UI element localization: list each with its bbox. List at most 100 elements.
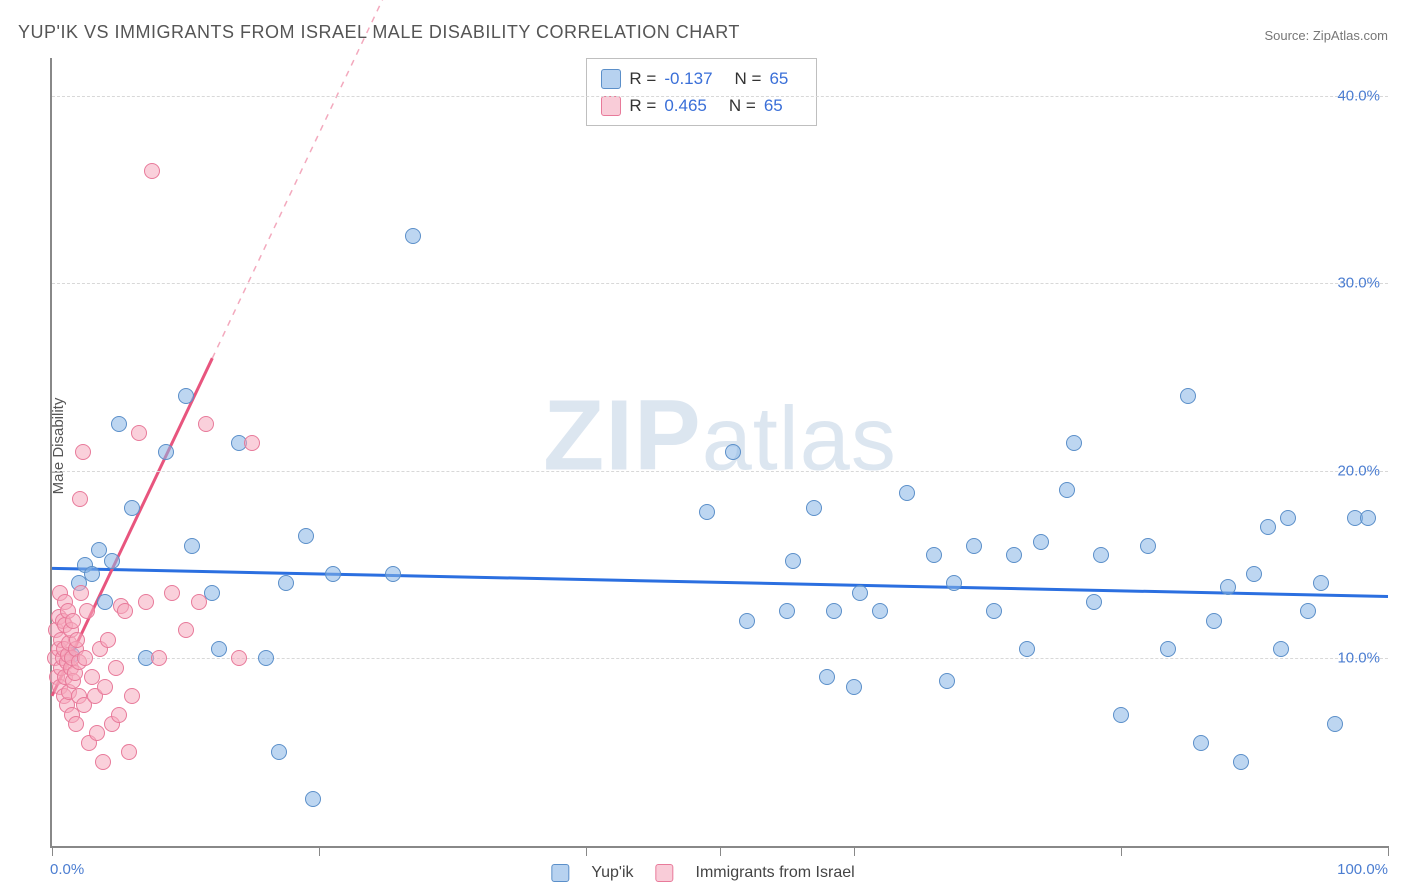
scatter-point-yupik	[1059, 482, 1075, 498]
scatter-point-yupik	[305, 791, 321, 807]
scatter-point-yupik	[84, 566, 100, 582]
watermark: ZIPatlas	[543, 379, 897, 494]
chart-title: YUP'IK VS IMMIGRANTS FROM ISRAEL MALE DI…	[18, 22, 740, 43]
watermark-light: atlas	[702, 390, 897, 490]
scatter-point-yupik	[124, 500, 140, 516]
swatch-pink-icon	[601, 96, 621, 116]
gridline-h	[52, 96, 1388, 97]
scatter-point-israel	[124, 688, 140, 704]
scatter-point-yupik	[91, 542, 107, 558]
scatter-point-yupik	[1113, 707, 1129, 723]
scatter-point-yupik	[385, 566, 401, 582]
scatter-point-yupik	[725, 444, 741, 460]
scatter-point-israel	[89, 725, 105, 741]
legend-label-pink: Immigrants from Israel	[696, 864, 855, 882]
scatter-point-yupik	[819, 669, 835, 685]
scatter-point-yupik	[1273, 641, 1289, 657]
scatter-point-yupik	[178, 388, 194, 404]
scatter-point-yupik	[405, 228, 421, 244]
scatter-point-yupik	[1006, 547, 1022, 563]
scatter-point-israel	[77, 650, 93, 666]
scatter-point-israel	[231, 650, 247, 666]
gridline-h	[52, 471, 1388, 472]
x-axis-min-label: 0.0%	[50, 861, 84, 878]
scatter-point-israel	[79, 603, 95, 619]
scatter-point-israel	[131, 425, 147, 441]
x-tick	[720, 846, 721, 856]
scatter-point-yupik	[211, 641, 227, 657]
scatter-point-israel	[75, 444, 91, 460]
scatter-point-yupik	[1233, 754, 1249, 770]
scatter-point-yupik	[271, 744, 287, 760]
scatter-point-yupik	[1160, 641, 1176, 657]
x-tick	[854, 846, 855, 856]
scatter-point-yupik	[1313, 575, 1329, 591]
regression-line-dashed	[212, 0, 466, 358]
scatter-point-yupik	[111, 416, 127, 432]
scatter-point-yupik	[926, 547, 942, 563]
legend-swatch-blue-icon	[551, 864, 569, 882]
n-value: 65	[769, 65, 788, 92]
scatter-point-yupik	[939, 673, 955, 689]
scatter-point-israel	[191, 594, 207, 610]
x-tick	[1388, 846, 1389, 856]
y-tick-label: 30.0%	[1337, 275, 1380, 292]
scatter-point-israel	[97, 679, 113, 695]
scatter-point-yupik	[779, 603, 795, 619]
scatter-point-yupik	[1066, 435, 1082, 451]
scatter-point-yupik	[1086, 594, 1102, 610]
scatter-point-israel	[244, 435, 260, 451]
scatter-point-yupik	[946, 575, 962, 591]
bottom-legend: Yup'ik Immigrants from Israel	[551, 864, 854, 882]
gridline-h	[52, 658, 1388, 659]
x-tick	[1121, 846, 1122, 856]
scatter-point-yupik	[325, 566, 341, 582]
x-axis-max-label: 100.0%	[1337, 861, 1388, 878]
scatter-point-israel	[151, 650, 167, 666]
scatter-point-yupik	[1140, 538, 1156, 554]
scatter-point-yupik	[1300, 603, 1316, 619]
scatter-point-yupik	[258, 650, 274, 666]
scatter-point-israel	[68, 716, 84, 732]
watermark-bold: ZIP	[543, 380, 702, 492]
n-label: N =	[735, 65, 762, 92]
scatter-point-yupik	[699, 504, 715, 520]
scatter-point-yupik	[97, 594, 113, 610]
correlation-stats-box: R = -0.137 N = 65 R = 0.465 N = 65	[586, 58, 817, 126]
scatter-point-israel	[164, 585, 180, 601]
regression-lines	[52, 58, 1388, 846]
scatter-point-yupik	[1193, 735, 1209, 751]
regression-line	[52, 568, 1388, 596]
scatter-point-yupik	[739, 613, 755, 629]
scatter-point-yupik	[1019, 641, 1035, 657]
scatter-point-yupik	[826, 603, 842, 619]
scatter-point-yupik	[1280, 510, 1296, 526]
scatter-point-israel	[117, 603, 133, 619]
legend-label-blue: Yup'ik	[591, 864, 633, 882]
scatter-point-yupik	[278, 575, 294, 591]
scatter-point-israel	[198, 416, 214, 432]
scatter-point-yupik	[1033, 534, 1049, 550]
scatter-point-yupik	[204, 585, 220, 601]
scatter-point-israel	[121, 744, 137, 760]
scatter-point-yupik	[1260, 519, 1276, 535]
scatter-point-israel	[108, 660, 124, 676]
scatter-point-israel	[138, 594, 154, 610]
scatter-point-yupik	[104, 553, 120, 569]
scatter-point-israel	[73, 585, 89, 601]
scatter-point-israel	[95, 754, 111, 770]
scatter-point-israel	[69, 632, 85, 648]
scatter-point-yupik	[1246, 566, 1262, 582]
scatter-point-yupik	[785, 553, 801, 569]
scatter-point-yupik	[806, 500, 822, 516]
scatter-point-israel	[111, 707, 127, 723]
swatch-blue-icon	[601, 69, 621, 89]
scatter-point-yupik	[184, 538, 200, 554]
y-tick-label: 40.0%	[1337, 87, 1380, 104]
scatter-point-yupik	[852, 585, 868, 601]
x-tick	[586, 846, 587, 856]
scatter-point-yupik	[986, 603, 1002, 619]
stats-row-blue: R = -0.137 N = 65	[601, 65, 802, 92]
scatter-point-yupik	[899, 485, 915, 501]
scatter-point-israel	[72, 491, 88, 507]
